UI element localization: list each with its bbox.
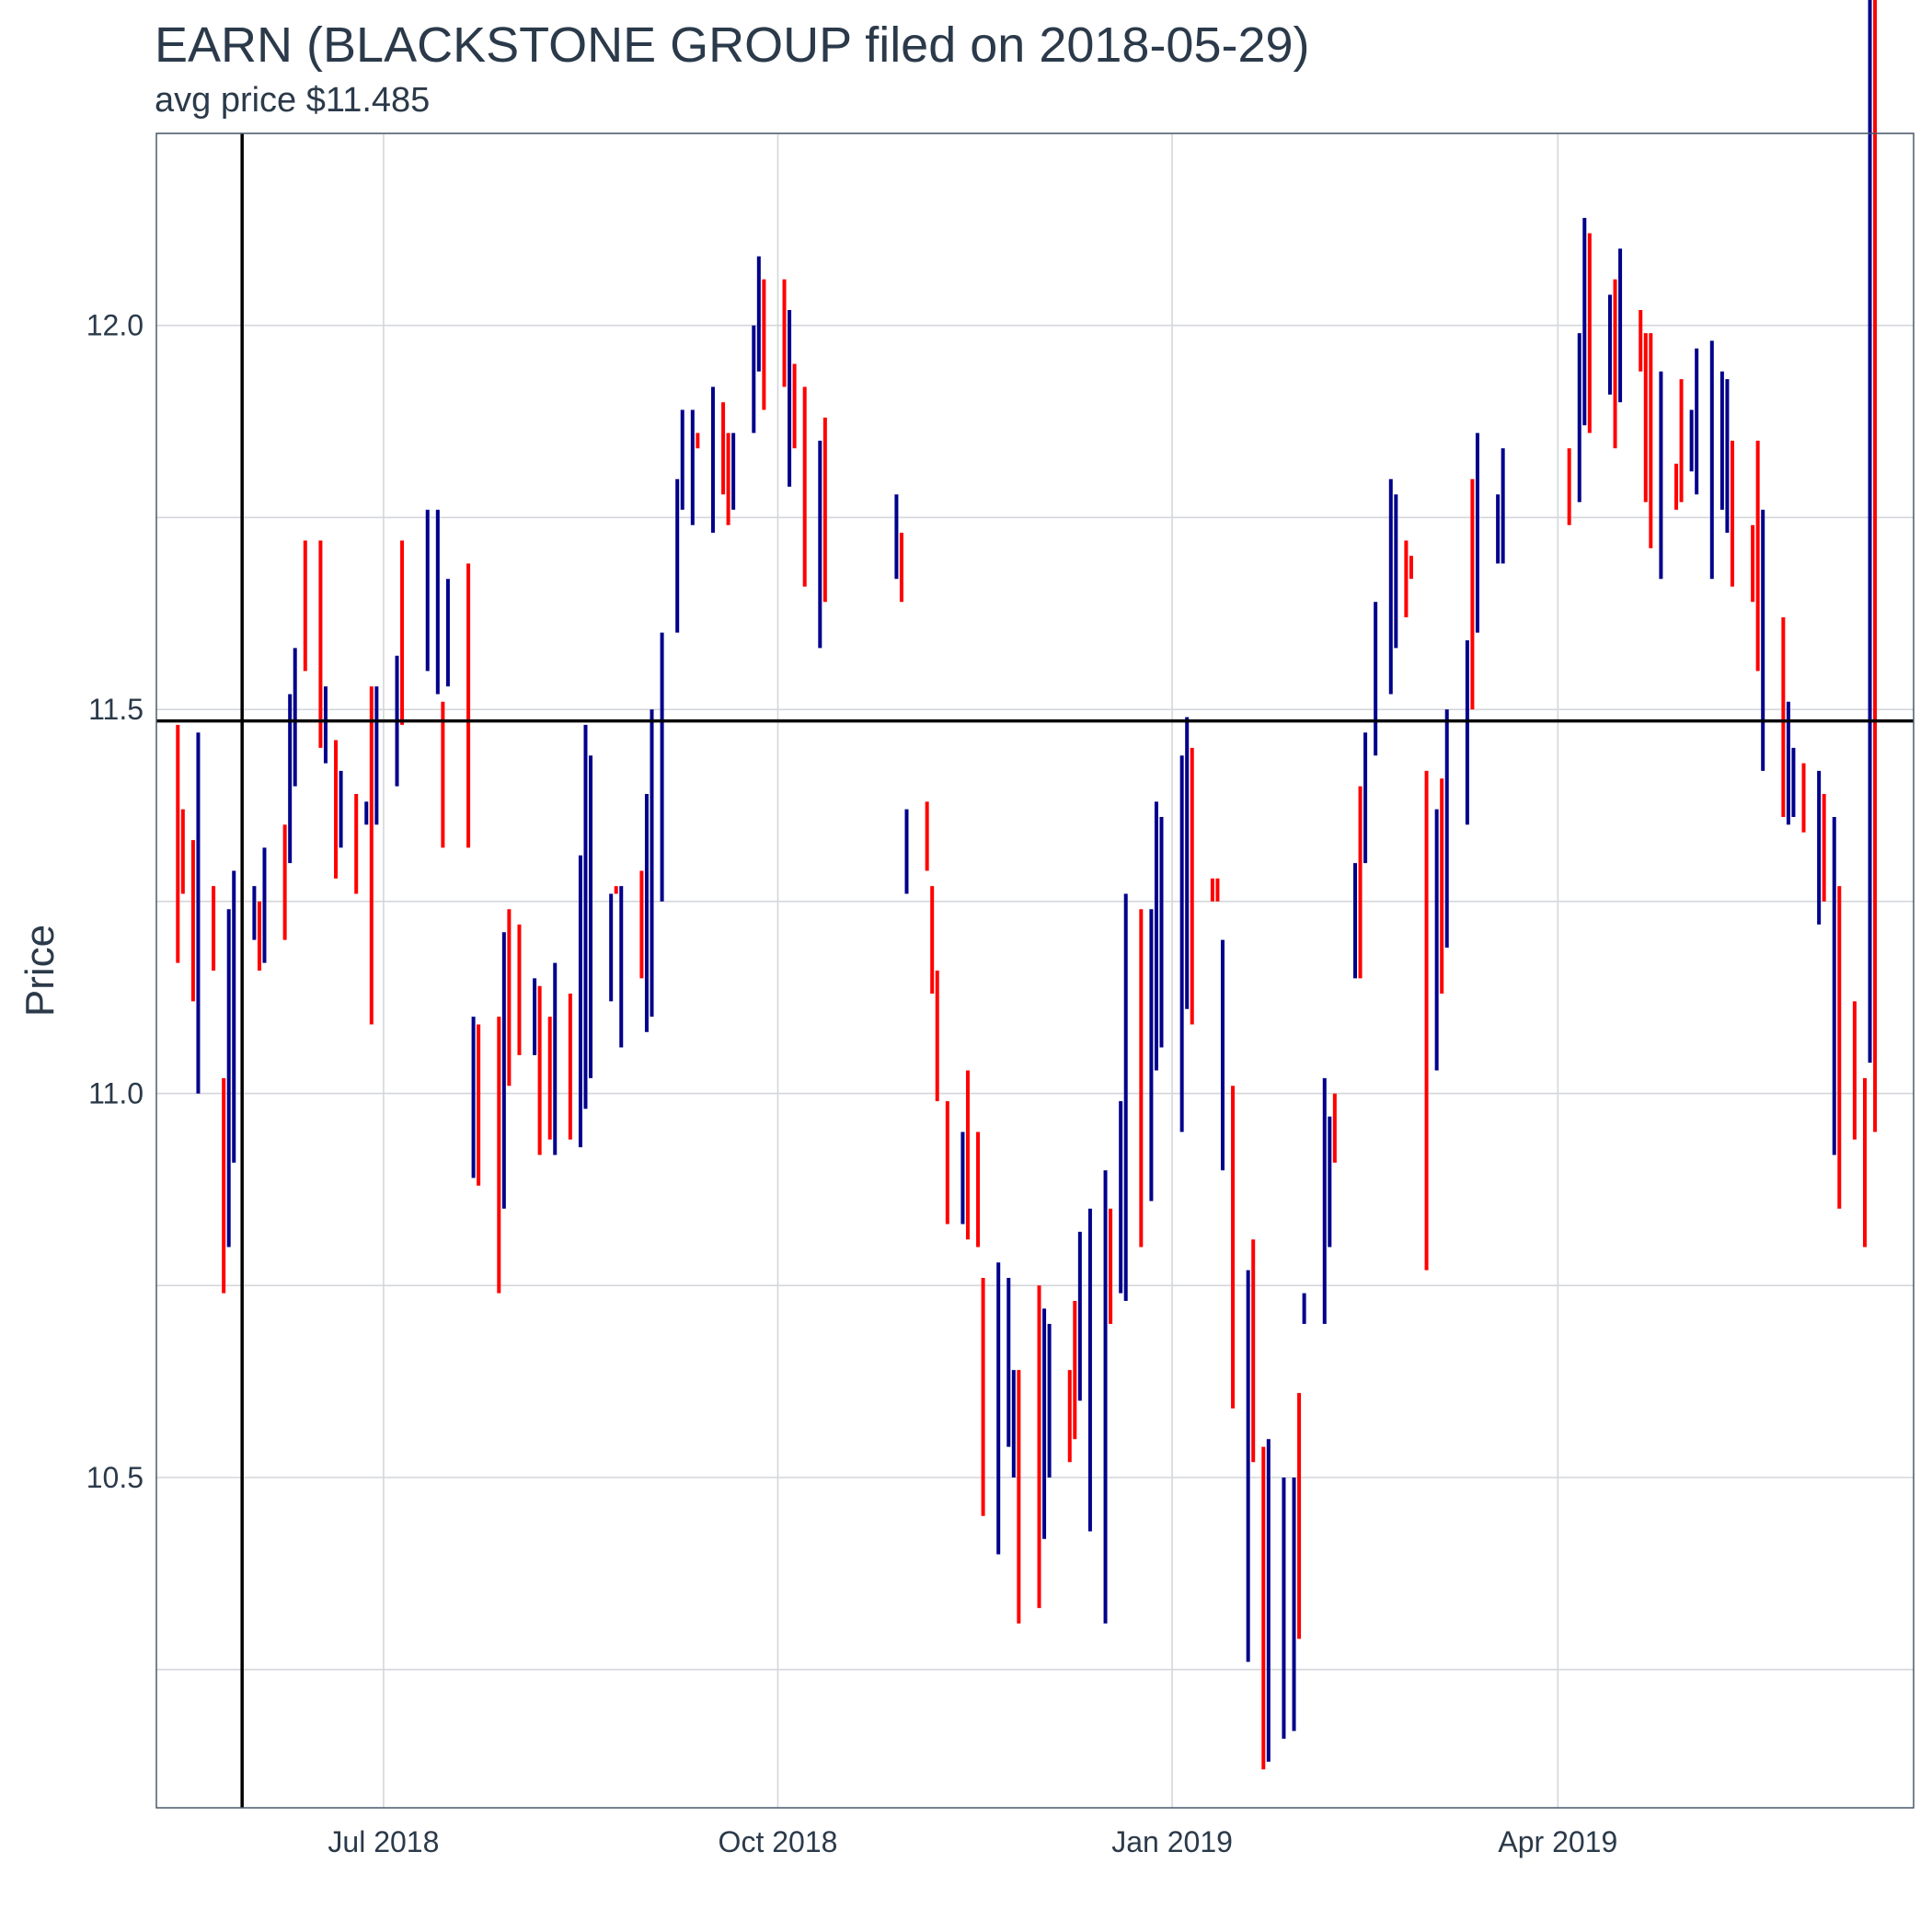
- plot-border: [155, 132, 1915, 1809]
- y-tick-label: 10.5: [86, 1461, 144, 1494]
- x-tick-label: Apr 2019: [1498, 1825, 1617, 1858]
- price-bars: [176, 0, 1878, 1770]
- reference-lines: [156, 133, 1914, 1808]
- x-tick-label: Jul 2018: [328, 1825, 439, 1858]
- y-tick-label: 11.0: [88, 1077, 144, 1110]
- y-tick-label: 11.5: [88, 693, 144, 726]
- chart-title: EARN (BLACKSTONE GROUP filed on 2018-05-…: [155, 17, 1310, 73]
- x-tick-label: Jan 2019: [1111, 1825, 1233, 1858]
- y-axis-ticks: 10.5 11.0 11.5 12.0: [86, 309, 144, 1494]
- chart-subtitle: avg price $11.485: [155, 81, 431, 120]
- x-tick-label: Oct 2018: [719, 1825, 838, 1858]
- x-axis-ticks: Jul 2018 Oct 2018 Jan 2019 Apr 2019: [328, 1825, 1617, 1858]
- y-tick-label: 12.0: [86, 309, 144, 342]
